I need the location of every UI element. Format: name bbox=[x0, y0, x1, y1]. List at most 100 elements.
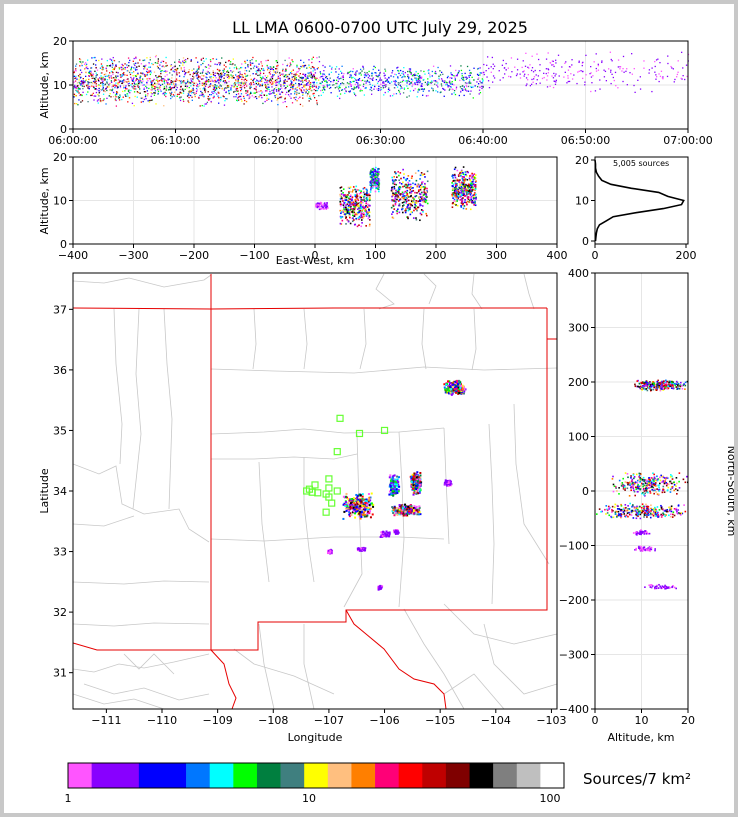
source-point bbox=[449, 391, 452, 394]
source-point bbox=[460, 195, 462, 198]
source-point bbox=[585, 74, 587, 76]
source-point bbox=[89, 70, 91, 72]
source-point bbox=[319, 205, 321, 208]
source-point bbox=[77, 90, 79, 92]
source-point bbox=[118, 67, 120, 69]
source-point bbox=[633, 67, 635, 70]
source-point bbox=[352, 88, 355, 91]
source-point bbox=[129, 92, 131, 94]
source-point bbox=[406, 207, 409, 209]
source-point bbox=[123, 68, 125, 70]
source-point bbox=[527, 74, 529, 76]
source-point bbox=[279, 96, 281, 99]
source-point bbox=[351, 209, 354, 211]
source-point bbox=[163, 88, 165, 90]
source-point bbox=[195, 90, 198, 93]
source-point bbox=[232, 58, 234, 60]
source-point bbox=[126, 88, 128, 90]
source-point bbox=[397, 76, 399, 78]
source-point bbox=[545, 58, 548, 60]
source-point bbox=[446, 387, 449, 390]
source-point bbox=[455, 88, 458, 90]
source-point bbox=[224, 87, 226, 89]
source-point bbox=[302, 77, 304, 79]
source-point bbox=[229, 67, 231, 69]
source-point bbox=[462, 85, 464, 87]
source-point bbox=[424, 176, 426, 178]
source-point bbox=[409, 195, 412, 198]
source-point bbox=[181, 92, 183, 94]
source-point bbox=[255, 70, 257, 72]
source-point bbox=[416, 83, 419, 86]
source-point bbox=[285, 76, 288, 78]
source-point bbox=[131, 79, 133, 81]
source-point bbox=[368, 209, 370, 212]
source-point bbox=[140, 63, 143, 65]
source-point bbox=[467, 196, 470, 198]
source-point bbox=[417, 72, 419, 75]
source-point bbox=[352, 70, 354, 73]
source-point bbox=[378, 171, 380, 173]
source-point bbox=[289, 89, 292, 91]
source-point bbox=[191, 80, 193, 83]
source-point bbox=[392, 205, 395, 207]
source-point bbox=[578, 70, 580, 72]
source-point bbox=[278, 87, 280, 90]
source-point bbox=[302, 94, 304, 96]
source-point bbox=[348, 498, 351, 501]
source-point bbox=[283, 79, 285, 82]
source-point bbox=[219, 72, 222, 75]
source-point bbox=[530, 69, 533, 72]
source-point bbox=[113, 66, 116, 68]
source-point bbox=[522, 60, 524, 62]
source-point bbox=[350, 202, 353, 204]
source-point bbox=[460, 77, 463, 79]
source-point bbox=[397, 192, 400, 194]
source-point bbox=[80, 101, 82, 103]
source-point bbox=[331, 66, 333, 69]
source-point bbox=[537, 58, 540, 61]
source-point bbox=[146, 70, 148, 73]
source-point bbox=[398, 179, 400, 182]
source-point bbox=[428, 82, 430, 84]
source-point bbox=[126, 78, 128, 81]
source-point bbox=[330, 92, 332, 94]
source-point bbox=[466, 200, 469, 203]
source-point bbox=[207, 98, 210, 100]
source-point bbox=[214, 92, 216, 94]
source-point bbox=[202, 94, 204, 96]
source-point bbox=[409, 90, 412, 92]
source-point bbox=[293, 90, 296, 93]
source-point bbox=[386, 78, 388, 80]
source-point bbox=[407, 70, 409, 73]
source-point bbox=[408, 76, 410, 78]
source-point bbox=[658, 73, 660, 75]
source-point bbox=[404, 183, 407, 186]
source-point bbox=[120, 76, 122, 78]
source-point bbox=[124, 90, 126, 92]
source-point bbox=[654, 60, 656, 63]
source-point bbox=[146, 78, 148, 80]
source-point bbox=[370, 176, 373, 179]
source-point bbox=[423, 197, 426, 200]
source-point bbox=[415, 202, 417, 204]
source-point bbox=[219, 62, 222, 64]
source-point bbox=[471, 200, 473, 203]
source-point bbox=[222, 69, 224, 72]
source-point bbox=[89, 72, 91, 75]
source-point bbox=[275, 68, 277, 70]
source-point bbox=[581, 70, 584, 73]
source-point bbox=[367, 501, 370, 504]
source-point bbox=[369, 502, 372, 505]
source-point bbox=[465, 208, 468, 210]
source-point bbox=[348, 503, 351, 506]
source-point bbox=[88, 75, 91, 77]
source-point bbox=[193, 82, 195, 84]
source-point bbox=[346, 203, 349, 205]
source-point bbox=[355, 218, 358, 221]
source-point bbox=[367, 506, 370, 509]
source-point bbox=[477, 77, 480, 79]
source-point bbox=[401, 76, 403, 79]
source-point bbox=[133, 67, 135, 69]
source-point bbox=[135, 57, 137, 59]
